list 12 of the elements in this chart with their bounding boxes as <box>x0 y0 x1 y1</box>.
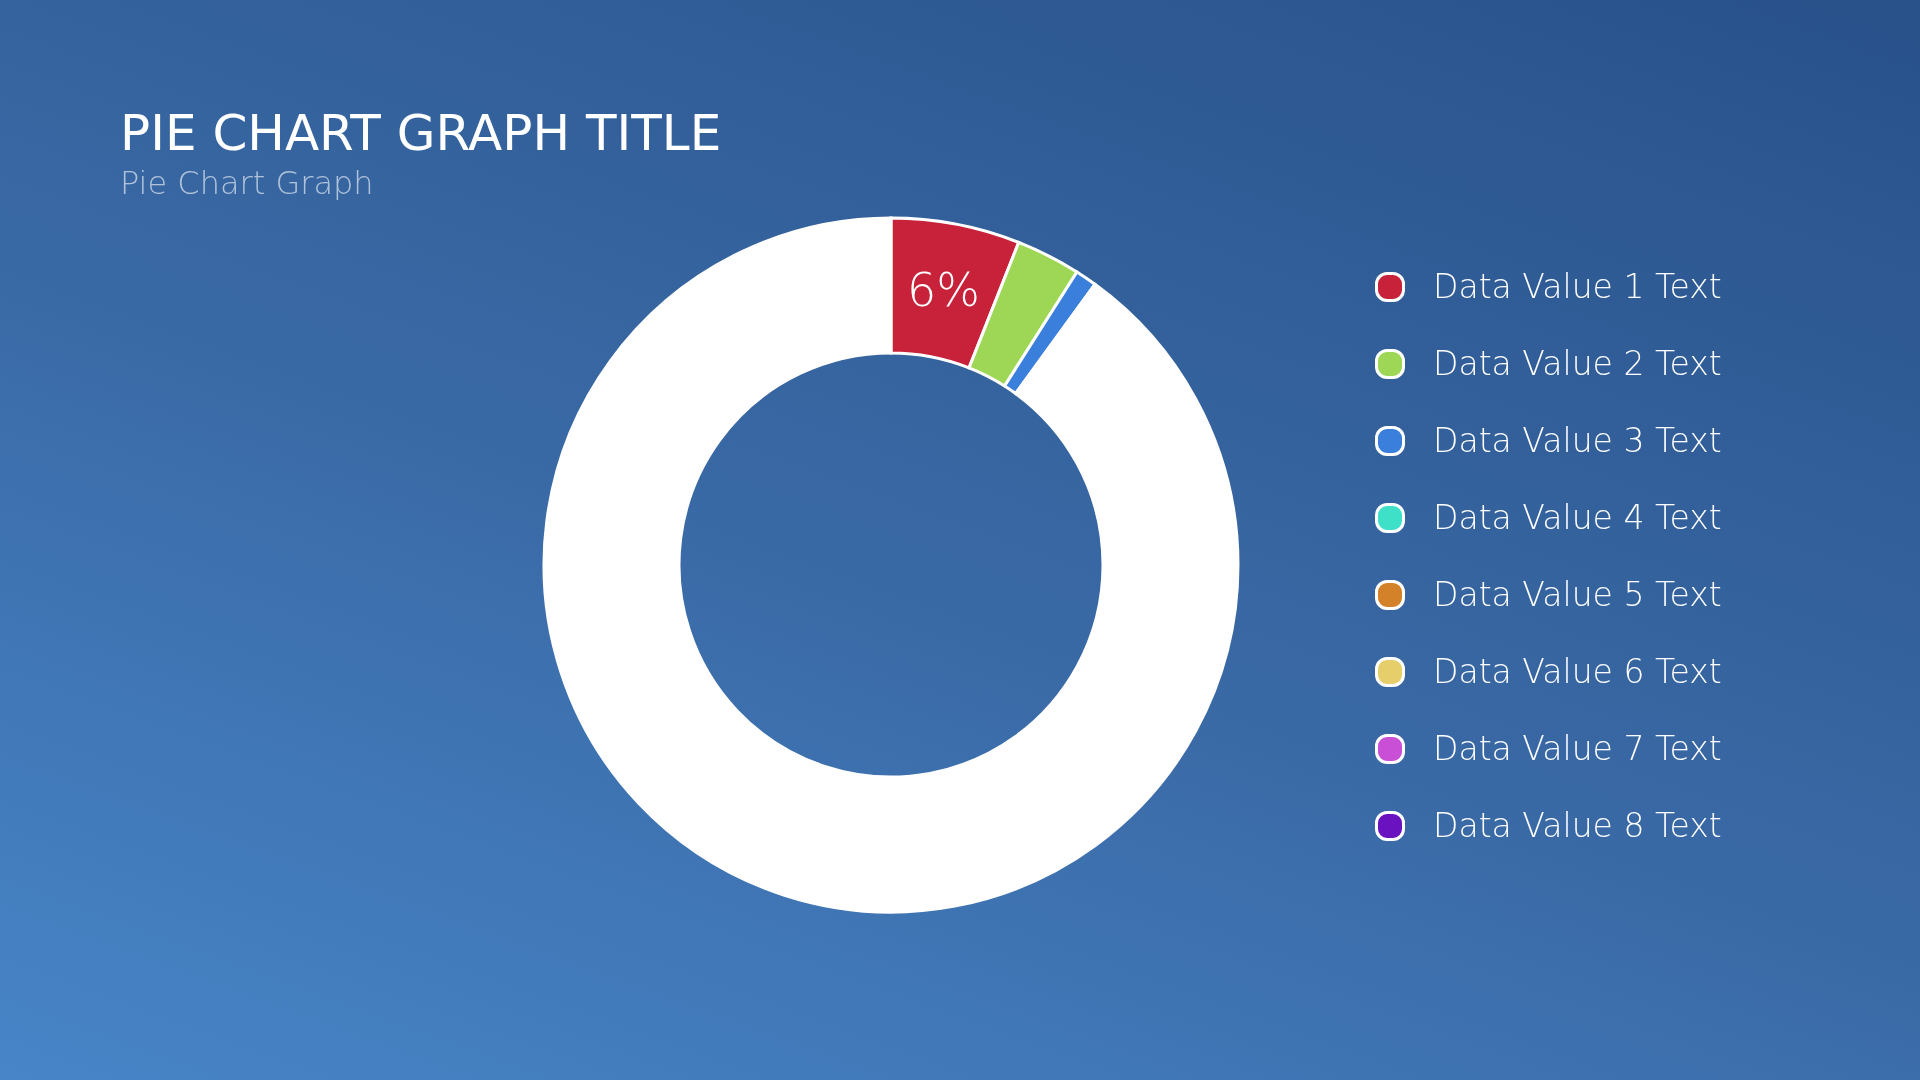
legend-label: Data Value 2 Text <box>1433 344 1722 383</box>
legend-label: Data Value 1 Text <box>1433 267 1722 306</box>
legend-label: Data Value 6 Text <box>1433 652 1722 691</box>
legend-label: Data Value 7 Text <box>1433 729 1722 768</box>
chart-title: PIE CHART GRAPH TITLE <box>120 104 722 162</box>
donut-slice <box>542 216 1240 913</box>
legend-label: Data Value 4 Text <box>1433 498 1722 537</box>
legend-label: Data Value 5 Text <box>1433 575 1722 614</box>
data-label: 6% <box>906 263 980 318</box>
legend-label: Data Value 3 Text <box>1433 421 1722 460</box>
legend-label: Data Value 8 Text <box>1433 806 1722 845</box>
text: Pie Chart Graph <box>120 164 374 202</box>
